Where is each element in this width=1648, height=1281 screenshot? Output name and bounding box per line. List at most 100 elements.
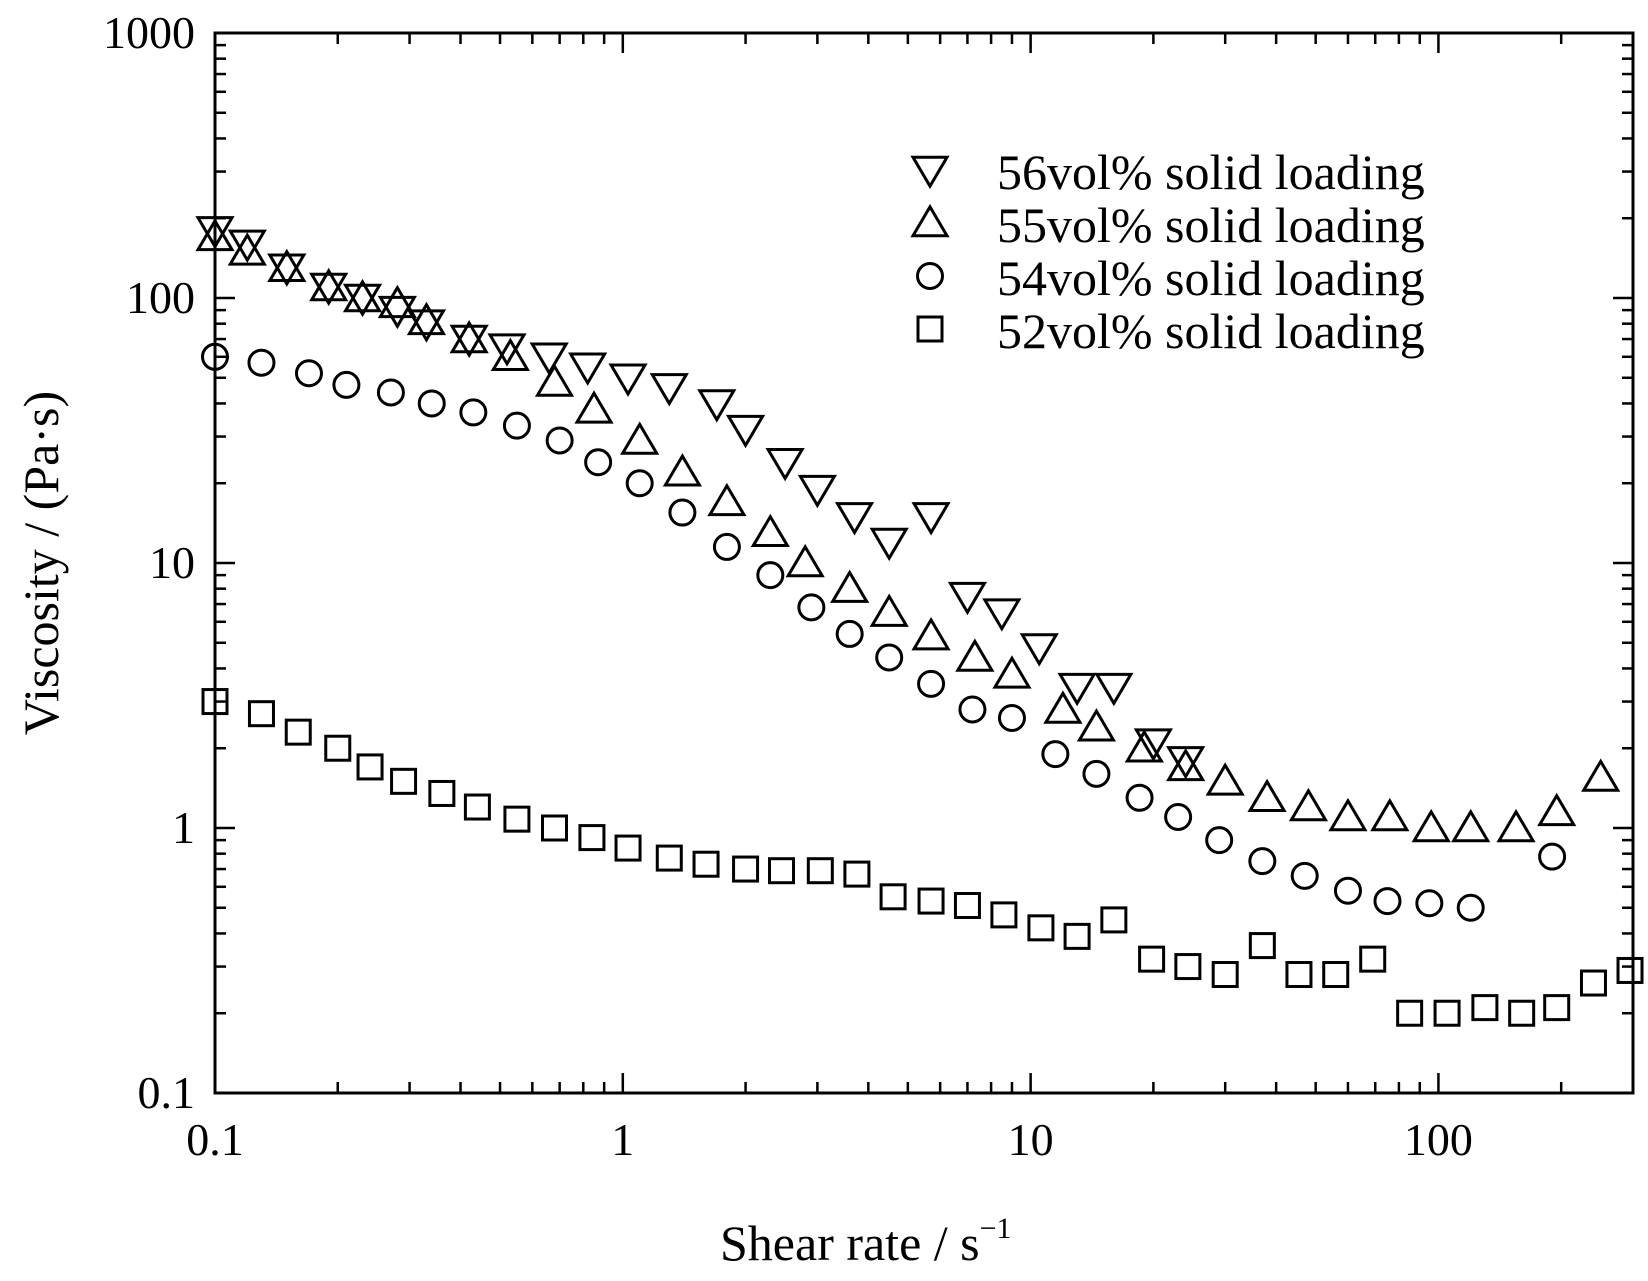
series-circle	[201, 342, 1567, 922]
data-point-square	[1579, 969, 1607, 997]
data-point-square	[655, 844, 683, 872]
data-point-square	[201, 688, 229, 716]
data-point-triangle-down	[982, 598, 1022, 632]
data-point-square	[806, 857, 834, 885]
data-point-square	[1285, 961, 1313, 989]
data-point-square	[843, 860, 871, 888]
data-point-triangle-down	[608, 363, 648, 397]
data-point-triangle-up	[342, 278, 383, 313]
ticks	[213, 31, 1635, 1095]
data-point-triangle-down	[697, 389, 737, 423]
data-point-circle	[1333, 876, 1362, 905]
data-point-circle	[1205, 826, 1234, 855]
data-point-triangle-up	[267, 248, 307, 283]
data-point-square	[1396, 999, 1424, 1027]
data-point-square	[1100, 906, 1128, 934]
data-point-triangle-down	[227, 229, 267, 264]
data-point-circle	[1373, 887, 1402, 916]
data-point-circle	[668, 498, 697, 527]
data-point-triangle-up	[1247, 778, 1287, 813]
data-point-triangle-up	[830, 569, 870, 603]
data-point-triangle-down	[834, 502, 875, 536]
data-point-square	[1174, 953, 1202, 981]
data-point-triangle-up	[750, 513, 790, 548]
data-point-square	[1508, 999, 1536, 1027]
data-point-triangle-up	[785, 543, 825, 578]
data-point-circle	[201, 342, 229, 371]
tick-labels: 0.1 1 10 100 0.1 1 10 100 1000	[103, 7, 1473, 1165]
data-point-circle	[917, 669, 946, 698]
data-point-triangle-down	[1057, 672, 1097, 707]
data-point-square	[503, 805, 531, 833]
data-point-triangle-up	[377, 284, 417, 319]
data-point-triangle-up	[309, 267, 349, 302]
data-point-triangle-down	[529, 342, 569, 376]
data-point-circle	[1041, 740, 1070, 769]
x-axis-title-text: Shear rate / s	[720, 1215, 980, 1271]
data-point-triangle-up	[955, 638, 995, 672]
data-point-circle	[376, 378, 405, 407]
data-point-square	[1248, 932, 1276, 960]
legend-marker-square	[916, 315, 944, 343]
data-point-circle	[502, 411, 531, 440]
data-point-circle	[1538, 842, 1567, 871]
data-point-triangle-up	[449, 319, 489, 354]
data-point-triangle-up	[992, 655, 1032, 689]
data-point-square	[463, 793, 491, 821]
y-tick-label: 1000	[103, 7, 195, 58]
data-point-circle	[756, 561, 785, 590]
data-point-circle	[797, 593, 826, 622]
data-point-square	[1211, 961, 1239, 989]
plot-area: 0.1 1 10 100 0.1 1 10 100 1000	[103, 7, 1644, 1165]
x-tick-label: 10	[1008, 1114, 1054, 1165]
data-point-triangle-up	[574, 390, 614, 424]
data-point-square	[247, 700, 275, 728]
data-point-triangle-down	[449, 324, 489, 359]
data-point-square	[356, 753, 384, 781]
data-point-triangle-up	[227, 232, 267, 266]
data-point-circle	[294, 359, 323, 388]
data-point-triangle-down	[377, 295, 417, 330]
data-point-square	[1359, 945, 1387, 973]
y-tick-label: 0.1	[138, 1067, 196, 1118]
data-point-square	[428, 779, 456, 807]
x-tick-label: 1	[611, 1114, 634, 1165]
data-point-square	[1616, 956, 1644, 984]
data-point-triangle-up	[406, 301, 447, 336]
data-point-square	[324, 734, 352, 762]
data-point-square	[917, 887, 945, 915]
data-point-triangle-down	[267, 253, 307, 287]
data-point-triangle-down	[342, 283, 383, 318]
data-point-square	[1322, 961, 1350, 989]
data-point-circle	[1125, 783, 1154, 812]
data-point-triangle-down	[195, 216, 235, 250]
x-axis-title: Shear rate / s−1	[720, 1212, 1012, 1271]
data-point-square	[953, 891, 981, 919]
x-tick-label: 0.1	[186, 1114, 244, 1165]
series-triangle-up	[195, 217, 1621, 843]
data-point-square	[284, 718, 312, 746]
data-point-circle	[1456, 893, 1485, 922]
data-point-triangle-up	[620, 421, 660, 455]
data-point-circle	[835, 619, 864, 648]
x-axis-title-superscript: −1	[980, 1212, 1012, 1245]
data-point-square	[578, 824, 606, 852]
data-point-triangle-up	[1288, 787, 1329, 822]
x-tick-label: 100	[1404, 1114, 1473, 1165]
legend-entry: 52vol% solid loading	[916, 303, 1425, 359]
data-point-triangle-up	[1496, 808, 1536, 843]
data-point-triangle-down	[797, 474, 838, 509]
data-point-triangle-up	[534, 363, 575, 397]
data-point-triangle-up	[1205, 762, 1245, 796]
data-point-triangle-up	[1166, 747, 1206, 782]
data-point-circle	[625, 469, 654, 498]
data-point-circle	[1415, 889, 1444, 918]
data-point-triangle-down	[765, 447, 805, 482]
legend-entry: 55vol% solid loading	[910, 197, 1425, 253]
data-point-circle	[712, 532, 741, 561]
data-point-circle	[459, 398, 488, 427]
data-point-square	[1433, 999, 1461, 1027]
data-point-circle	[1290, 861, 1319, 890]
data-point-triangle-up	[1581, 758, 1621, 792]
